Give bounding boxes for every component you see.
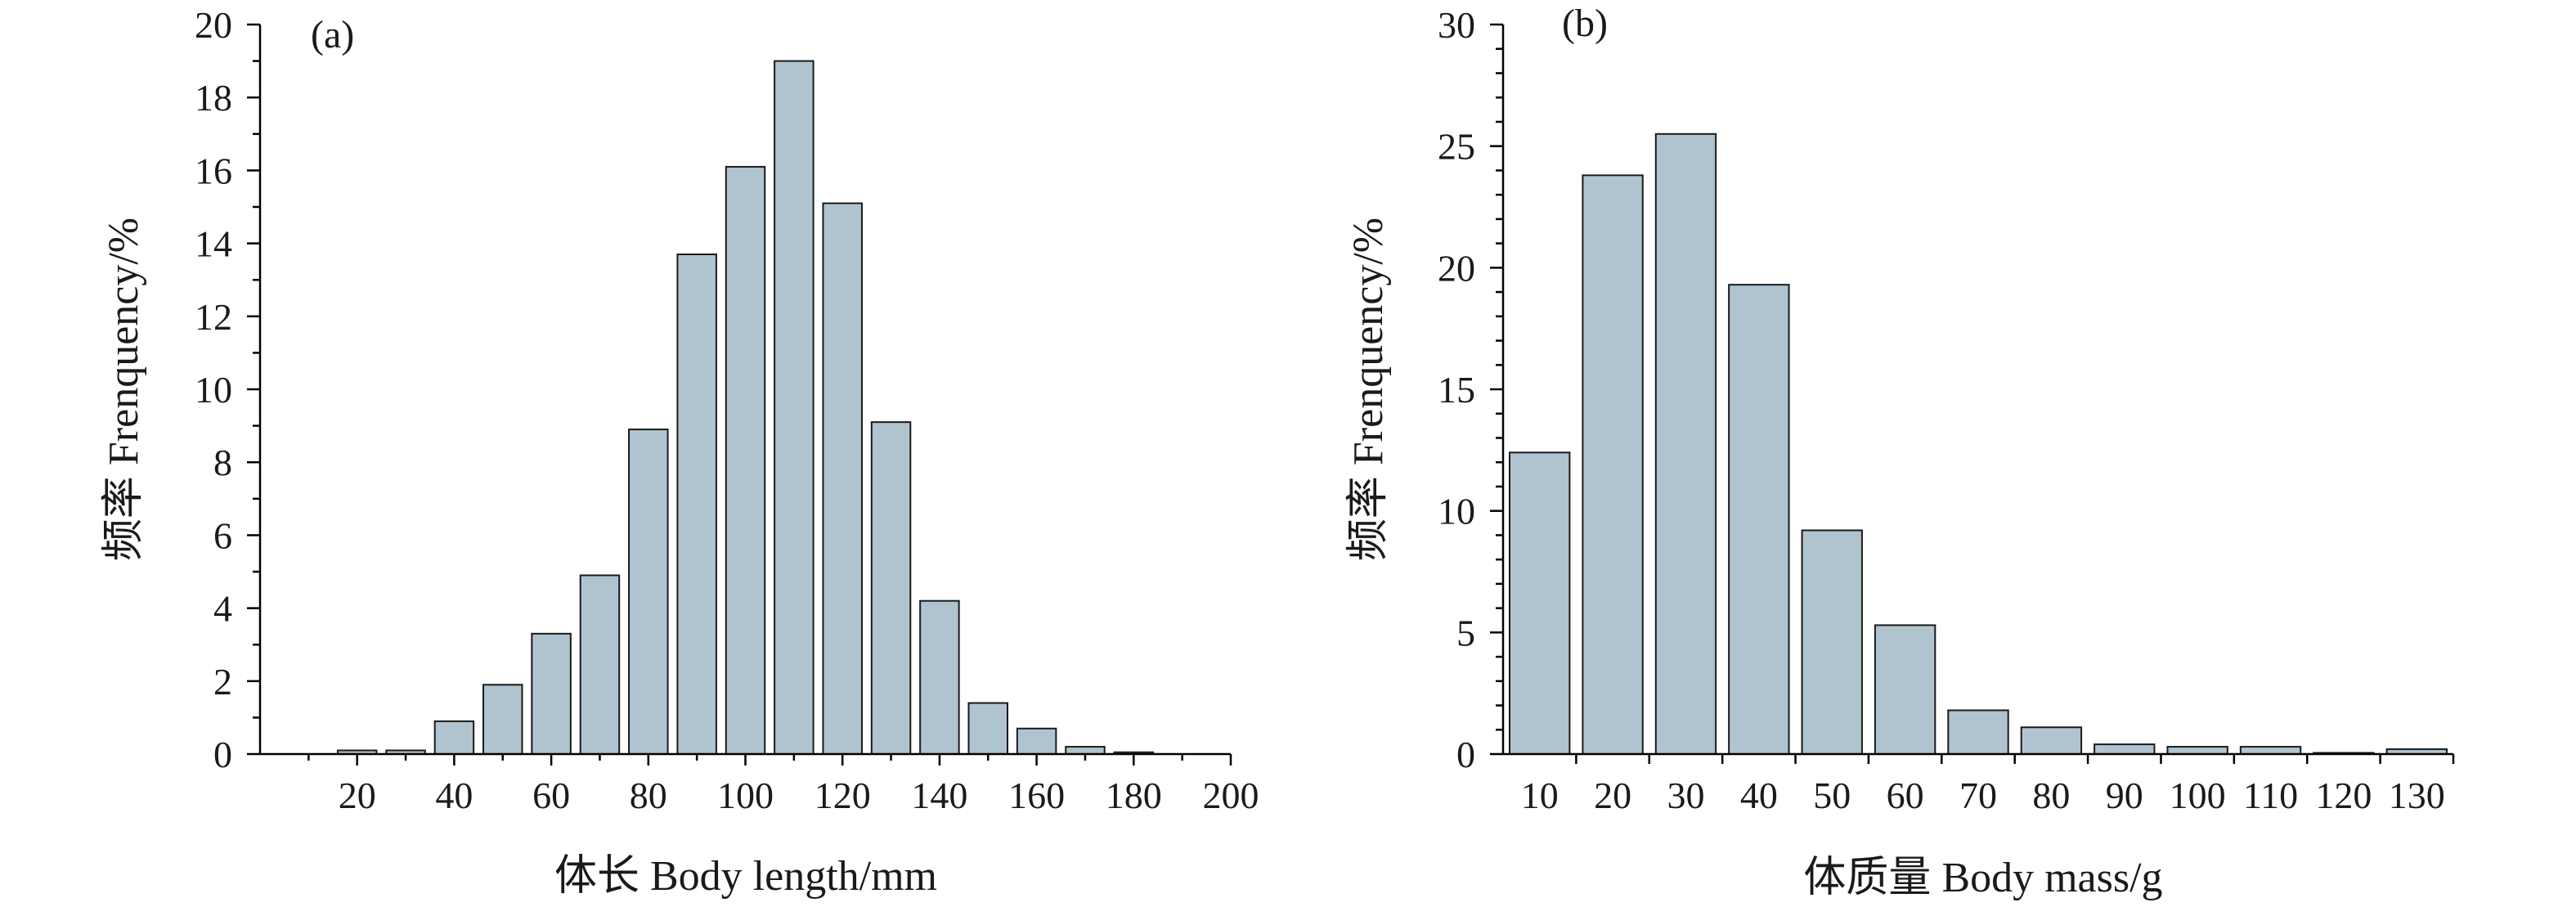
panel-a-y-ticks: 0 2 4 6 8 10 12 14 16 18 20 <box>195 4 260 775</box>
panel-a-y-tick-label: 8 <box>213 442 232 483</box>
panel-a-bar <box>433 720 475 755</box>
panel-b-y-tick-label: 10 <box>1438 491 1475 532</box>
panel-a-y-tick-label: 4 <box>213 588 232 630</box>
panel-a-y-tick-label: 20 <box>195 4 232 46</box>
panel-b-x-ticks: 10 20 30 40 50 60 70 80 90 100 110 120 130 <box>1521 754 2455 816</box>
panel-b-y-ticks: 0 5 10 15 20 25 30 <box>1438 4 1503 775</box>
panel-b-bars <box>1509 132 2448 756</box>
panel-a-x-tick-label: 80 <box>630 775 667 816</box>
panel-b-bar <box>1728 284 1790 755</box>
panel-a-bar <box>531 632 572 755</box>
panel-b-y-axis-title: 频率 Frenquency/% <box>1345 218 1392 561</box>
panel-a-x-axis-title: 体长 Body length/mm <box>554 853 937 900</box>
panel-a-bar <box>482 684 523 756</box>
panel-b-x-tick-label: 50 <box>1813 775 1851 816</box>
panel-a-x-tick-label: 100 <box>717 775 774 816</box>
panel-a-bars <box>336 60 1155 756</box>
panel-b-x-axis-title: 体质量 Body mass/g <box>1803 855 2162 901</box>
panel-a-bar <box>628 429 669 755</box>
panel-a-body-length-histogram: 0 2 4 6 8 10 12 14 16 18 20 20 40 60 80 100 120 140 160 18… <box>101 4 1259 900</box>
panel-a-y-tick-label: 12 <box>195 296 232 338</box>
panel-a-bar <box>579 574 621 756</box>
panel-a-y-tick-label: 0 <box>213 734 232 775</box>
panel-b-x-tick-label: 120 <box>2315 775 2372 816</box>
panel-b-bar <box>1654 132 1717 756</box>
panel-a-y-tick-label: 2 <box>213 661 232 703</box>
panel-b-x-tick-label: 60 <box>1887 775 1924 816</box>
panel-b-x-tick-label: 90 <box>2106 775 2143 816</box>
panel-b-bar <box>2166 746 2228 756</box>
panel-b-label: (b) <box>1562 2 1608 45</box>
panel-b-x-tick-label: 30 <box>1667 775 1704 816</box>
panel-a-x-tick-label: 140 <box>911 775 967 816</box>
panel-b-bar <box>1509 451 1571 755</box>
panel-a-bar <box>1016 727 1057 756</box>
panel-a-x-tick-label: 60 <box>532 775 570 816</box>
panel-a-y-tick-label: 18 <box>195 77 232 119</box>
panel-b-x-tick-label: 20 <box>1594 775 1631 816</box>
panel-a-x-tick-label: 160 <box>1008 775 1065 816</box>
panel-b-bar <box>1947 709 2009 755</box>
panel-b-bar <box>1582 174 1644 755</box>
panel-a-bar <box>919 599 960 755</box>
panel-b-x-tick-label: 110 <box>2243 775 2298 816</box>
panel-b-y-tick-label: 25 <box>1438 126 1475 168</box>
panel-a-bar <box>870 421 912 755</box>
panel-a-x-tick-label: 200 <box>1203 775 1259 816</box>
panel-b-bar <box>2020 726 2083 755</box>
panel-a-y-tick-label: 10 <box>195 369 232 411</box>
panel-b-bar <box>2094 743 2156 756</box>
panel-a-bar <box>967 702 1008 755</box>
panel-b-y-tick-label: 5 <box>1456 612 1475 653</box>
panel-b-x-tick-label: 100 <box>2170 775 2226 816</box>
panel-a-y-tick-label: 6 <box>213 514 232 556</box>
panel-b-x-tick-label: 80 <box>2032 775 2070 816</box>
panel-a-bar <box>725 165 766 755</box>
panel-b-body-mass-histogram: 0 5 10 15 20 25 30 10 20 30 40 50 60 70 80 90 100 110 120… <box>1345 2 2455 901</box>
panel-a-label: (a) <box>311 13 354 56</box>
panel-a-x-tick-label: 40 <box>435 775 473 816</box>
panel-b-x-tick-label: 130 <box>2389 775 2445 816</box>
panel-b-x-tick-label: 40 <box>1740 775 1778 816</box>
panel-b-y-tick-label: 0 <box>1456 734 1475 775</box>
panel-b-x-tick-label: 70 <box>1959 775 1997 816</box>
panel-b-y-tick-label: 30 <box>1438 4 1475 46</box>
panel-a-x-ticks: 20 40 60 80 100 120 140 160 180 200 <box>307 754 1259 816</box>
panel-b-bar <box>2239 746 2302 756</box>
panel-a-bar <box>822 202 863 756</box>
panel-a-x-tick-label: 20 <box>339 775 376 816</box>
panel-b-y-tick-label: 20 <box>1438 247 1475 289</box>
panel-b-bar <box>1874 624 1936 755</box>
panel-a-bar <box>676 253 717 756</box>
panel-a-y-tick-label: 14 <box>195 223 232 265</box>
panel-a-x-tick-label: 120 <box>815 775 871 816</box>
panel-b-x-tick-label: 10 <box>1521 775 1559 816</box>
panel-a-x-tick-label: 180 <box>1106 775 1162 816</box>
panel-a-bar <box>1065 746 1106 756</box>
panel-a-bar <box>774 60 815 756</box>
panel-a-y-tick-label: 16 <box>195 150 232 191</box>
panel-b-bar <box>1801 529 1863 755</box>
panel-a-y-axis-title: 频率 Frenquency/% <box>101 218 147 561</box>
panel-b-y-tick-label: 15 <box>1438 369 1475 411</box>
